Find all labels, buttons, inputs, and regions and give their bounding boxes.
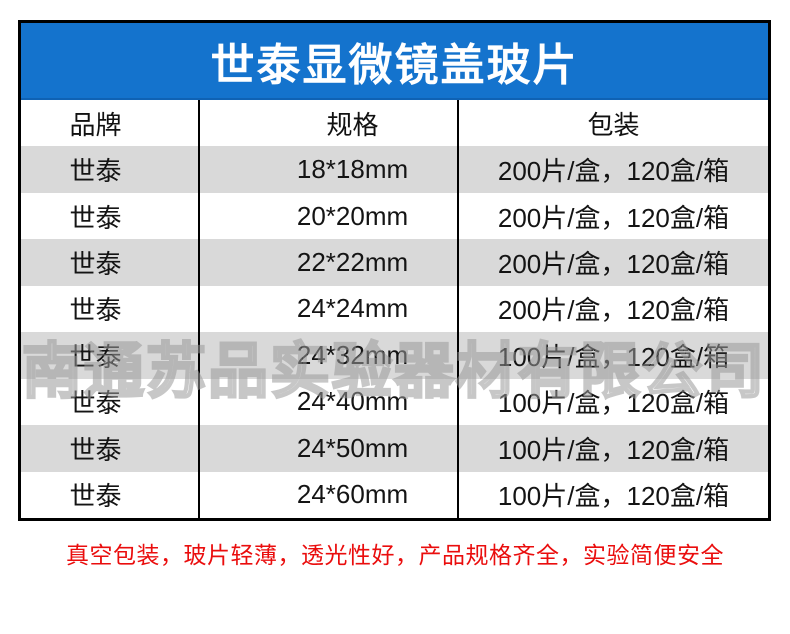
spec-value: 24*60mm bbox=[296, 479, 409, 510]
packing-cell: 200片/盒，120盒/箱 bbox=[457, 285, 768, 333]
footer-selling-points: 真空包装，玻片轻薄，透光性好，产品规格齐全，实验简便安全 bbox=[66, 542, 724, 568]
packing-value: 100片/盒，120盒/箱 bbox=[497, 434, 730, 465]
spec-grid: 品牌 规格 包装 世泰 18*18mm 200片/盒，120盒/箱 世泰 20*… bbox=[21, 100, 768, 518]
header-packing: 包装 bbox=[457, 100, 768, 147]
packing-value: 200片/盒，120盒/箱 bbox=[497, 295, 730, 326]
brand-value: 世泰 bbox=[69, 249, 122, 280]
header-brand-label: 品牌 bbox=[69, 109, 122, 140]
brand-value: 世泰 bbox=[69, 202, 122, 233]
packing-cell: 200片/盒，120盒/箱 bbox=[457, 192, 768, 240]
table-row: 世泰 24*24mm 200片/盒，120盒/箱 bbox=[21, 285, 768, 333]
table-row: 世泰 18*18mm 200片/盒，120盒/箱 bbox=[21, 146, 768, 193]
header-brand: 品牌 bbox=[21, 100, 198, 146]
header-spec: 规格 bbox=[198, 100, 457, 147]
spec-value: 18*18mm bbox=[296, 154, 409, 185]
brand-cell: 世泰 bbox=[21, 286, 198, 332]
brand-value: 世泰 bbox=[69, 434, 122, 465]
spec-cell: 24*50mm bbox=[198, 425, 457, 472]
brand-cell: 世泰 bbox=[21, 379, 198, 425]
header-packing-label: 包装 bbox=[587, 109, 640, 140]
table-row: 世泰 24*32mm 100片/盒，120盒/箱 bbox=[21, 332, 768, 379]
table-row: 世泰 22*22mm 200片/盒，120盒/箱 bbox=[21, 239, 768, 286]
table-row: 世泰 24*60mm 100片/盒，120盒/箱 bbox=[21, 471, 768, 518]
packing-cell: 100片/盒，120盒/箱 bbox=[457, 332, 768, 379]
packing-cell: 100片/盒，120盒/箱 bbox=[457, 471, 768, 518]
spec-cell: 18*18mm bbox=[198, 146, 457, 193]
spec-cell: 20*20mm bbox=[198, 192, 457, 240]
brand-cell: 世泰 bbox=[21, 332, 198, 378]
spec-value: 24*32mm bbox=[296, 339, 409, 370]
title-banner: 世泰显微镜盖玻片 bbox=[21, 23, 768, 100]
spec-cell: 24*32mm bbox=[198, 332, 457, 379]
spec-value: 24*50mm bbox=[296, 432, 409, 463]
spec-cell: 24*60mm bbox=[198, 471, 457, 518]
spec-value: 22*22mm bbox=[296, 247, 409, 278]
table-row: 世泰 24*50mm 100片/盒，120盒/箱 bbox=[21, 425, 768, 472]
packing-value: 200片/盒，120盒/箱 bbox=[497, 202, 730, 233]
brand-cell: 世泰 bbox=[21, 193, 198, 239]
brand-value: 世泰 bbox=[69, 156, 122, 187]
brand-value: 世泰 bbox=[69, 341, 122, 372]
table-row: 世泰 20*20mm 200片/盒，120盒/箱 bbox=[21, 192, 768, 240]
packing-value: 100片/盒，120盒/箱 bbox=[497, 388, 730, 419]
spec-value: 20*20mm bbox=[296, 200, 409, 231]
packing-cell: 100片/盒，120盒/箱 bbox=[457, 378, 768, 426]
packing-value: 200片/盒，120盒/箱 bbox=[497, 249, 730, 280]
header-spec-label: 规格 bbox=[326, 109, 379, 140]
product-spec-table: 世泰显微镜盖玻片 品牌 规格 包装 世泰 18*18mm 200片/盒，120盒… bbox=[18, 20, 771, 521]
table-header-row: 品牌 规格 包装 bbox=[21, 100, 768, 147]
brand-value: 世泰 bbox=[69, 388, 122, 419]
spec-cell: 24*24mm bbox=[198, 285, 457, 333]
packing-cell: 100片/盒，120盒/箱 bbox=[457, 425, 768, 472]
spec-value: 24*40mm bbox=[296, 386, 409, 417]
page-title: 世泰显微镜盖玻片 bbox=[210, 40, 579, 90]
packing-value: 200片/盒，120盒/箱 bbox=[497, 156, 730, 187]
brand-cell: 世泰 bbox=[21, 425, 198, 471]
brand-cell: 世泰 bbox=[21, 472, 198, 518]
brand-cell: 世泰 bbox=[21, 239, 198, 285]
spec-cell: 22*22mm bbox=[198, 239, 457, 286]
table-row: 世泰 24*40mm 100片/盒，120盒/箱 bbox=[21, 378, 768, 426]
brand-value: 世泰 bbox=[69, 295, 122, 326]
spec-value: 24*24mm bbox=[296, 293, 409, 324]
brand-cell: 世泰 bbox=[21, 146, 198, 192]
packing-value: 100片/盒，120盒/箱 bbox=[497, 341, 730, 372]
packing-cell: 200片/盒，120盒/箱 bbox=[457, 146, 768, 193]
brand-value: 世泰 bbox=[69, 481, 122, 512]
packing-value: 100片/盒，120盒/箱 bbox=[497, 481, 730, 512]
spec-cell: 24*40mm bbox=[198, 378, 457, 426]
packing-cell: 200片/盒，120盒/箱 bbox=[457, 239, 768, 286]
